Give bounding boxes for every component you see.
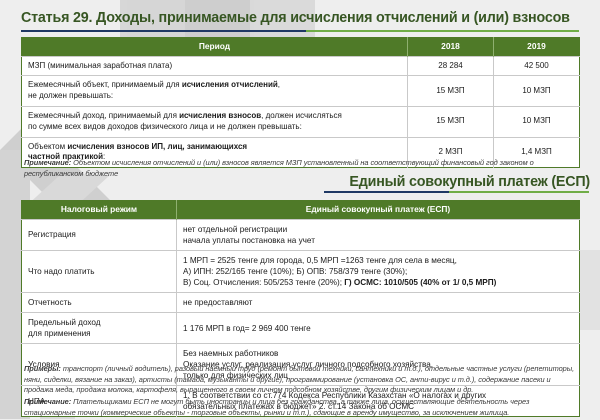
page-title-article: Статья 29. Доходы, принимаемые для исчис…: [21, 10, 570, 26]
footnote-label: Примечание:: [24, 158, 72, 167]
row-regime: Предельный доход для применения: [21, 312, 177, 344]
table-row: МЗП (минимальная заработная плата) 28 28…: [21, 55, 580, 76]
row-regime: Отчетность: [21, 291, 177, 313]
footer-examples: Примеры: транспорт (личный водитель), ра…: [24, 364, 580, 396]
col-header-esp: Единый совокупный платеж (ЕСП): [176, 200, 580, 220]
row-value-2018: 28 284: [407, 55, 494, 76]
title-rule-blue-segment: [21, 30, 306, 32]
row-value-2018: 15 МЗП: [407, 75, 494, 107]
col-header-period: Период: [21, 37, 408, 57]
row-value-2019: 10 МЗП: [493, 75, 580, 107]
row-description: Ежемесячный доход, принимаемый для исчис…: [21, 106, 408, 138]
table-row: Ежемесячный доход, принимаемый для исчис…: [21, 106, 580, 138]
row-value-2019: 42 500: [493, 55, 580, 76]
footer-notes: Примеры: транспорт (личный водитель), ра…: [24, 364, 580, 420]
row-value-2018: 15 МЗП: [407, 106, 494, 138]
row-body: 1 176 МРП в год= 2 969 400 тенге: [176, 312, 580, 344]
note-label: Примечание:: [24, 397, 72, 407]
row-body: 1 МРП = 2525 тенге для города, 0,5 МРП =…: [176, 249, 580, 293]
title-rule-green-segment: [306, 30, 579, 32]
table-header-row: Налоговый режим Единый совокупный платеж…: [21, 200, 580, 220]
title-rule-article: [21, 30, 579, 32]
col-header-2018: 2018: [407, 37, 494, 57]
row-description: Ежемесячный объект, принимаемый для исчи…: [21, 75, 408, 107]
table-row: Регистрация нет отдельной регистрации нач…: [21, 218, 580, 251]
row-regime: Регистрация: [21, 218, 177, 251]
row-body: не предоставляют: [176, 291, 580, 313]
row-regime: Что надо платить: [21, 249, 177, 293]
note-text: Плательщиками ЕСП не могут быть иностран…: [24, 397, 530, 417]
col-header-2019: 2019: [493, 37, 580, 57]
row-description: МЗП (минимальная заработная плата): [21, 55, 408, 76]
row-body: нет отдельной регистрации начала уплаты п…: [176, 218, 580, 251]
examples-text: транспорт (личный водитель), разовый нае…: [24, 364, 575, 395]
title-rule-esp: [324, 191, 589, 193]
col-header-tax-regime: Налоговый режим: [21, 200, 177, 220]
table-header-row: Период 2018 2019: [21, 37, 580, 57]
table-row: Предельный доход для применения 1 176 МРП…: [21, 312, 580, 344]
income-limits-table: Период 2018 2019 МЗП (минимальная зарабо…: [21, 37, 580, 169]
table-row: Ежемесячный объект, принимаемый для исчи…: [21, 75, 580, 107]
table-row: Отчетность не предоставляют: [21, 291, 580, 313]
row-value-2019: 10 МЗП: [493, 106, 580, 138]
examples-label: Примеры:: [24, 364, 61, 373]
title-rule-green-segment: [449, 191, 589, 193]
page-title-esp: Единый совокупный платеж (ЕСП): [349, 174, 590, 190]
table-row: Что надо платить 1 МРП = 2525 тенге для …: [21, 249, 580, 293]
footer-note: Примечание: Плательщиками ЕСП не могут б…: [24, 397, 580, 418]
title-rule-blue-segment: [324, 191, 449, 193]
